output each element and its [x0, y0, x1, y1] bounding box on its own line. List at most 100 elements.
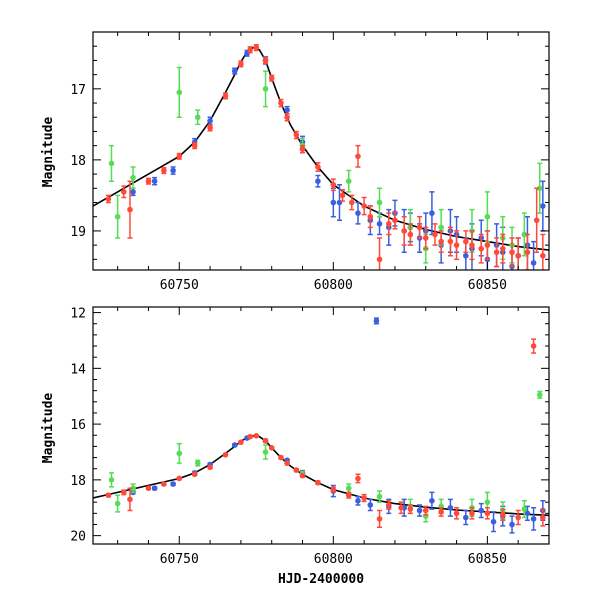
data-point — [469, 242, 475, 248]
data-point — [108, 477, 115, 483]
y-tick-label: 17 — [70, 83, 86, 98]
data-point — [145, 485, 152, 492]
data-point — [345, 492, 352, 499]
data-point — [447, 504, 454, 511]
data-point — [238, 439, 244, 446]
data-point — [355, 497, 361, 504]
data-point — [478, 245, 485, 252]
data-point — [422, 235, 429, 241]
data-point — [509, 521, 515, 528]
data-point — [151, 178, 158, 184]
data-point — [170, 481, 176, 487]
data-point — [278, 100, 284, 106]
data-point — [484, 242, 491, 248]
y-tick-label: 12 — [70, 307, 86, 322]
y-tick-label: 20 — [70, 530, 86, 545]
data-point — [376, 221, 383, 227]
data-point — [105, 196, 112, 202]
data-point — [247, 46, 253, 53]
data-point — [385, 221, 392, 227]
data-point — [429, 497, 435, 504]
data-point — [416, 224, 423, 231]
data-point — [170, 167, 176, 174]
data-point — [130, 174, 136, 181]
data-point — [315, 164, 321, 170]
data-point — [515, 252, 521, 259]
data-point — [355, 153, 361, 160]
data-point — [299, 146, 306, 153]
data-point — [176, 450, 183, 457]
data-point — [499, 245, 506, 252]
data-point — [376, 256, 383, 263]
data-point — [361, 203, 367, 209]
data-series — [108, 390, 543, 523]
data-point — [330, 181, 337, 188]
data-point — [253, 44, 260, 51]
x-tick-label: 60750 — [160, 552, 199, 567]
data-point — [432, 231, 438, 238]
data-point — [161, 167, 167, 174]
data-point — [463, 514, 469, 521]
data-point — [438, 509, 444, 515]
x-tick-label: 60800 — [314, 552, 353, 567]
data-point — [463, 252, 469, 259]
data-point — [121, 489, 127, 496]
x-tick-label: 60850 — [468, 552, 507, 567]
data-point — [385, 502, 392, 508]
data-point — [540, 514, 546, 521]
model-curve — [93, 434, 549, 517]
data-point — [238, 61, 244, 67]
data-point — [127, 206, 133, 213]
x-tick-label: 60750 — [160, 278, 199, 293]
data-point — [191, 471, 198, 478]
data-point — [161, 481, 167, 487]
data-point — [407, 231, 414, 238]
data-point — [540, 252, 546, 259]
data-point — [130, 485, 136, 492]
data-point — [416, 507, 423, 514]
data-series — [105, 44, 546, 270]
data-point — [262, 449, 269, 455]
plot-frame — [92, 31, 550, 271]
data-series — [108, 66, 543, 264]
bottom-ylabel: Magnitude — [41, 393, 56, 464]
data-point — [151, 485, 158, 492]
data-point — [453, 242, 460, 248]
data-point — [349, 199, 355, 206]
data-point — [299, 472, 306, 479]
data-point — [121, 189, 127, 195]
data-point — [521, 231, 528, 238]
data-point — [499, 511, 506, 518]
data-point — [524, 510, 531, 517]
data-point — [509, 249, 515, 256]
data-series — [130, 317, 546, 534]
data-point — [176, 475, 183, 482]
data-point — [376, 516, 383, 522]
data-point — [145, 178, 152, 184]
data-point — [463, 238, 469, 245]
data-point — [407, 506, 414, 512]
bottom-panel: Magnitude HJD-2400000 60750 60800 60850 12 1… — [41, 306, 550, 587]
data-point — [530, 260, 537, 266]
data-point — [231, 442, 238, 448]
data-point — [330, 486, 337, 493]
data-point — [247, 433, 253, 440]
data-point — [429, 210, 435, 216]
data-series — [105, 338, 546, 529]
data-series — [130, 49, 546, 270]
y-tick-label: 14 — [70, 362, 86, 377]
data-point — [533, 217, 540, 224]
y-tick-label: 18 — [70, 474, 86, 489]
data-point — [521, 506, 528, 512]
data-point — [484, 213, 491, 220]
data-point — [530, 516, 537, 522]
data-point — [367, 502, 374, 508]
data-point — [315, 479, 321, 486]
data-point — [284, 460, 290, 466]
data-point — [355, 210, 361, 216]
data-point — [373, 318, 380, 324]
data-point — [284, 114, 290, 121]
data-point — [191, 142, 198, 149]
data-point — [355, 475, 361, 482]
